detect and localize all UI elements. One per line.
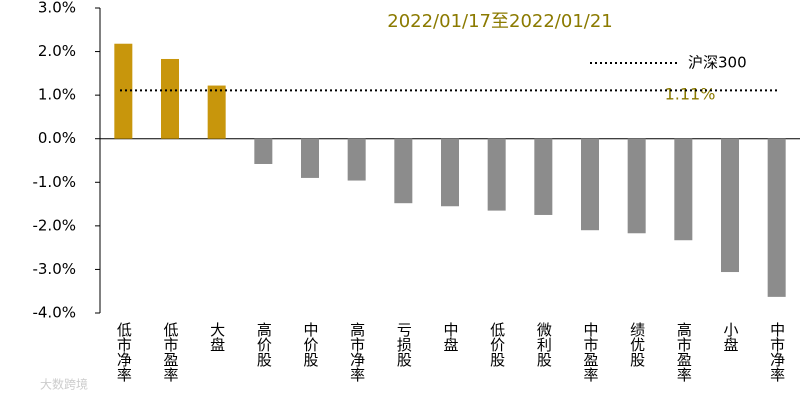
x-tick-label: 绩优股 [628,322,646,368]
bar [627,138,646,234]
bar [347,138,366,181]
x-tick-label: 亏损股 [395,322,413,368]
x-tick-label: 中价股 [302,322,320,368]
bar [487,138,506,211]
legend-label: 沪深300 [688,54,747,72]
chart-title: 2022/01/17至2022/01/21 [387,11,613,32]
x-tick-label: 高市盈率 [675,322,693,382]
x-tick-label: 微利股 [535,322,553,368]
y-tick-label: -2.0% [32,216,76,234]
x-tick-label: 中市盈率 [582,322,600,382]
y-tick-label: -3.0% [32,260,76,278]
bar [721,138,739,273]
y-tick-label: -4.0% [32,304,76,322]
x-tick-label: 低市盈率 [162,322,180,382]
x-tick-label: 高价股 [255,322,273,368]
bar [207,85,226,139]
x-tick-label: 中盘 [442,322,460,352]
y-tick-label: 0.0% [38,129,76,147]
y-tick-label: 2.0% [38,42,76,60]
bar [581,138,599,231]
bar [674,138,693,241]
bar [161,58,179,139]
bar [534,138,553,215]
x-tick-label: 小盘 [722,322,740,352]
x-tick-label: 高市净率 [348,322,366,382]
y-tick-label: -1.0% [32,173,76,191]
reference-label: 1.11% [665,85,716,104]
x-tick-label: 大盘 [208,322,226,352]
y-tick-label: 3.0% [38,0,76,17]
x-tick-label: 低市净率 [115,322,133,382]
bar [254,138,273,164]
watermark: 大数跨境 [40,377,88,392]
y-tick-label: 1.0% [38,86,76,104]
bar [301,138,319,178]
bar [441,138,459,207]
bar [767,138,786,297]
x-tick-label: 中市净率 [768,322,786,382]
bar [394,138,413,204]
bar [114,43,133,139]
x-tick-label: 低价股 [488,322,506,368]
